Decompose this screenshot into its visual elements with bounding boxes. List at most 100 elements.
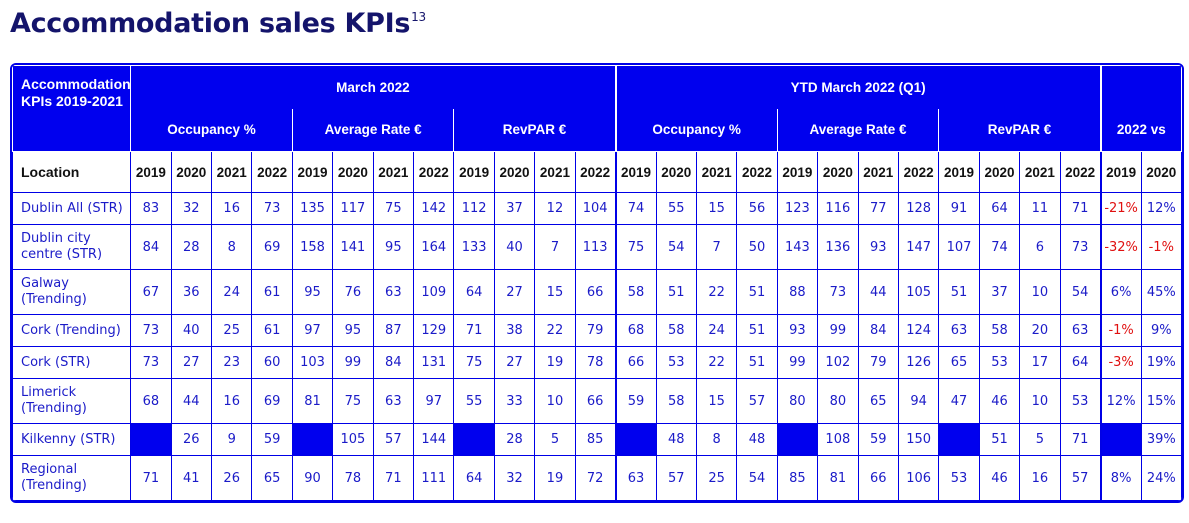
- empty-cell: [291, 423, 334, 456]
- value-cell: 76: [332, 269, 374, 315]
- value-cell: 63: [372, 269, 415, 315]
- value-cell: 144: [413, 423, 455, 456]
- value-cell: 36: [170, 269, 213, 315]
- value-cell: 71: [1059, 423, 1102, 456]
- value-cell: 7: [695, 224, 738, 270]
- change-cell: 12%: [1140, 192, 1182, 225]
- value-cell: 53: [1059, 378, 1102, 424]
- year-header: 2021: [210, 151, 253, 193]
- value-cell: 103: [291, 346, 334, 379]
- value-cell: 19: [534, 455, 576, 501]
- year-header-row: Location 2019 2020 2021 2022 2019 2020 2021 20…: [12, 151, 1182, 193]
- location-cell: Dublin city centre (STR): [12, 224, 132, 270]
- ytd-revpar-header: RevPAR €: [938, 108, 1102, 152]
- location-cell: Cork (STR): [12, 346, 132, 379]
- year-header: 2019: [938, 151, 980, 193]
- value-cell: 116: [817, 192, 859, 225]
- value-cell: 106: [897, 455, 940, 501]
- year-header: 2022: [251, 151, 293, 193]
- value-cell: 69: [251, 224, 293, 270]
- march-revpar-header: RevPAR €: [453, 108, 617, 152]
- value-cell: 24: [695, 314, 738, 347]
- value-cell: 41: [170, 455, 213, 501]
- page-title: Accommodation sales KPIs13: [10, 8, 426, 39]
- year-header: 2020: [332, 151, 374, 193]
- value-cell: 87: [372, 314, 415, 347]
- value-cell: 6: [1019, 224, 1061, 270]
- value-cell: 71: [130, 455, 172, 501]
- value-cell: 71: [453, 314, 495, 347]
- value-cell: 99: [776, 346, 819, 379]
- value-cell: 91: [938, 192, 980, 225]
- value-cell: 27: [493, 269, 536, 315]
- change-cell: -1%: [1140, 224, 1182, 270]
- value-cell: 22: [534, 314, 576, 347]
- value-cell: 40: [493, 224, 536, 270]
- value-cell: 16: [1019, 455, 1061, 501]
- year-header: 2021: [372, 151, 415, 193]
- value-cell: 37: [493, 192, 536, 225]
- value-cell: 51: [736, 346, 778, 379]
- value-cell: 59: [251, 423, 293, 456]
- value-cell: 74: [615, 192, 657, 225]
- year-header: 2020: [1140, 151, 1182, 193]
- value-cell: 66: [574, 378, 617, 424]
- value-cell: 105: [897, 269, 940, 315]
- value-cell: 128: [897, 192, 940, 225]
- value-cell: 5: [1019, 423, 1061, 456]
- value-cell: 66: [574, 269, 617, 315]
- value-cell: 85: [776, 455, 819, 501]
- value-cell: 26: [170, 423, 213, 456]
- value-cell: 88: [776, 269, 819, 315]
- value-cell: 73: [1059, 224, 1102, 270]
- value-cell: 133: [453, 224, 495, 270]
- year-header: 2019: [776, 151, 819, 193]
- vs-header: 2022 vs: [1100, 108, 1182, 152]
- value-cell: 54: [655, 224, 697, 270]
- empty-cell: [453, 423, 495, 456]
- value-cell: 44: [170, 378, 213, 424]
- table-row: Galway (Trending) 67 36 24 61 95 76 63 109 64 27 15…: [12, 269, 1182, 315]
- value-cell: 72: [574, 455, 617, 501]
- value-cell: 112: [453, 192, 495, 225]
- value-cell: 27: [493, 346, 536, 379]
- table-row: Regional (Trending) 71 41 26 65 90 78 71 111 64 32…: [12, 455, 1182, 501]
- year-header: 2021: [857, 151, 899, 193]
- value-cell: 28: [493, 423, 536, 456]
- value-cell: 158: [291, 224, 334, 270]
- value-cell: 51: [978, 423, 1021, 456]
- year-header: 2021: [1019, 151, 1061, 193]
- value-cell: 38: [493, 314, 536, 347]
- value-cell: 93: [857, 224, 899, 270]
- location-cell: Kilkenny (STR): [12, 423, 132, 456]
- value-cell: 54: [736, 455, 778, 501]
- value-cell: 78: [574, 346, 617, 379]
- value-cell: 64: [453, 269, 495, 315]
- change-cell: 12%: [1100, 378, 1142, 424]
- change-cell: -21%: [1100, 192, 1142, 225]
- value-cell: 65: [857, 378, 899, 424]
- value-cell: 64: [1059, 346, 1102, 379]
- year-header: 2021: [534, 151, 576, 193]
- value-cell: 11: [1019, 192, 1061, 225]
- value-cell: 68: [130, 378, 172, 424]
- value-cell: 48: [736, 423, 778, 456]
- value-cell: 84: [372, 346, 415, 379]
- value-cell: 95: [332, 314, 374, 347]
- footnote-marker: 13: [411, 10, 426, 24]
- value-cell: 136: [817, 224, 859, 270]
- value-cell: 46: [978, 455, 1021, 501]
- value-cell: 97: [413, 378, 455, 424]
- value-cell: 94: [897, 378, 940, 424]
- value-cell: 58: [655, 314, 697, 347]
- value-cell: 26: [210, 455, 253, 501]
- table-row: Cork (STR) 73 27 23 60 103 99 84 131 75 27 19 78 66 53…: [12, 346, 1182, 379]
- kpi-table-body: Dublin All (STR) 83 32 16 73 135 117 75 142 112 37…: [12, 192, 1182, 501]
- value-cell: 78: [332, 455, 374, 501]
- value-cell: 59: [615, 378, 657, 424]
- value-cell: 20: [1019, 314, 1061, 347]
- value-cell: 63: [615, 455, 657, 501]
- value-cell: 69: [251, 378, 293, 424]
- vs-spacer: [1100, 65, 1182, 109]
- year-header: 2019: [130, 151, 172, 193]
